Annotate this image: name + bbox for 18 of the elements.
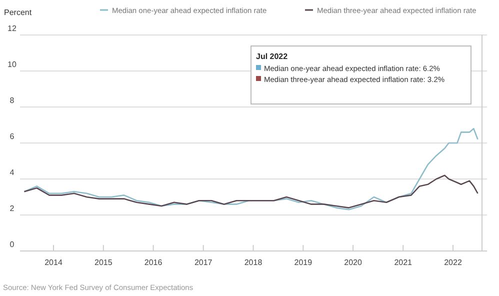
y-axis-title: Percent: [4, 8, 32, 17]
y-tick-label: 0: [10, 240, 15, 249]
annotation: Jul 2022: [256, 52, 288, 61]
x-tick-label: 2020: [344, 258, 363, 267]
x-tick-label: 2016: [144, 258, 163, 267]
x-tick-label: 2017: [194, 258, 213, 267]
x-tick-label: 2021: [394, 258, 413, 267]
y-tick-label: 10: [8, 60, 17, 69]
y-tick-label: 8: [10, 96, 15, 105]
y-tick-label: 2: [10, 204, 15, 213]
x-tick-label: 2019: [294, 258, 313, 267]
y-tick-label: 6: [10, 132, 15, 141]
x-tick-label: 2015: [94, 258, 113, 267]
y-tick-label: 12: [8, 24, 17, 33]
x-tick-label: 2014: [44, 258, 63, 267]
x-tick-label: 2022: [444, 258, 462, 267]
y-tick-label: 4: [10, 168, 15, 177]
x-tick-label: 2018: [244, 258, 263, 267]
